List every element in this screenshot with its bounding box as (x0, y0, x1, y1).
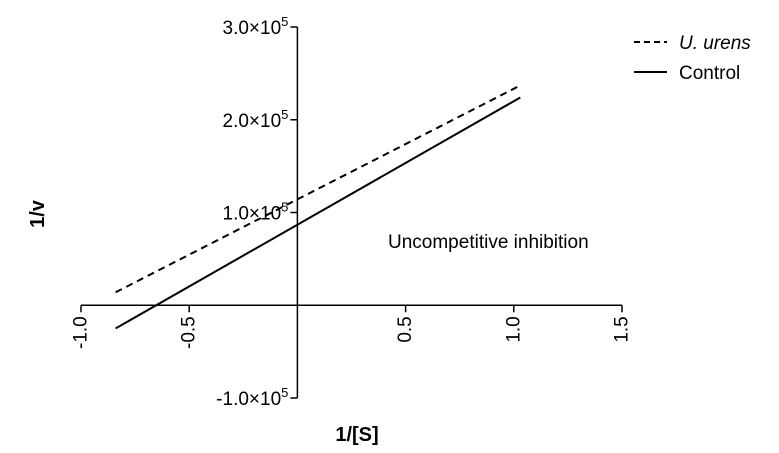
legend: U. urens Control (634, 33, 751, 84)
x-tick-label: 1.5 (612, 316, 633, 342)
x-tick-label: 1.0 (503, 316, 524, 342)
y-tick-label: 1.0×105 (223, 200, 289, 225)
series-line-control (115, 96, 521, 330)
y-axis-title: 1/v (27, 199, 49, 228)
series-lines (115, 84, 521, 330)
series-line-u-urens (115, 84, 521, 294)
y-tick-label: -1.0×105 (216, 385, 288, 410)
x-tick-label: 0.5 (395, 316, 416, 342)
x-tick-label: -0.5 (179, 316, 200, 349)
y-tick-label: 2.0×105 (223, 107, 289, 132)
legend-label-control: Control (679, 63, 740, 84)
legend-item-control: Control (634, 63, 740, 84)
annotation-text: Uncompetitive inhibition (388, 232, 589, 253)
x-ticks: -1.0 -0.5 0.5 1.0 1.5 (71, 305, 633, 349)
x-axis-title: 1/[S] (335, 424, 378, 446)
y-ticks: 3.0×105 2.0×105 1.0×105 -1.0×105 (216, 14, 298, 410)
legend-label-u-urens: U. urens (679, 33, 751, 54)
y-tick-label: 3.0×105 (223, 14, 289, 39)
x-tick-label: -1.0 (71, 316, 92, 349)
legend-item-u-urens: U. urens (634, 33, 751, 54)
axes (81, 27, 622, 398)
